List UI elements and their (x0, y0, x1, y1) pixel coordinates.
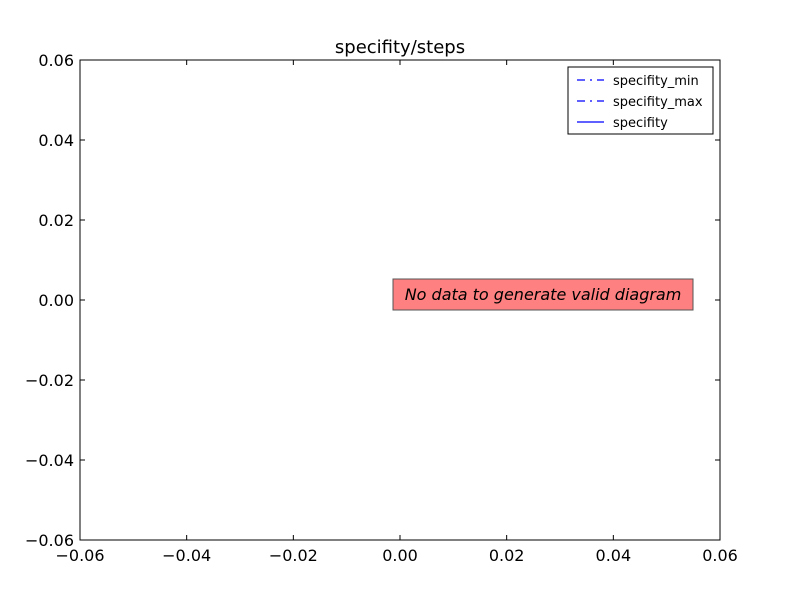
x-tick-label: 0.06 (702, 546, 738, 565)
y-tick-label: −0.02 (25, 371, 74, 390)
no-data-box (392, 278, 694, 311)
y-tick-label: 0.06 (38, 51, 74, 70)
legend-label-specifity: specifity (613, 116, 668, 131)
chart-title: specifity/steps (335, 37, 465, 58)
legend-box (567, 66, 714, 135)
y-tick-label: 0.00 (38, 291, 74, 310)
legend-label-specifity-min: specifity_min (613, 74, 699, 89)
legend: specifity_min specifity_max specifity (567, 66, 714, 135)
x-tick-label: 0.02 (489, 546, 525, 565)
x-tick-label: −0.04 (162, 546, 211, 565)
legend-label-specifity-max: specifity_max (613, 95, 703, 110)
y-tick-label: 0.04 (38, 131, 74, 150)
y-tick-label: −0.04 (25, 451, 74, 470)
y-axis: −0.06 −0.04 −0.02 0.00 0.02 0.04 0.06 (25, 51, 720, 550)
x-tick-label: −0.06 (55, 546, 104, 565)
x-tick-label: 0.00 (382, 546, 418, 565)
no-data-message: No data to generate valid diagram (405, 285, 682, 304)
x-axis: −0.06 −0.04 −0.02 0.00 0.02 0.04 0.06 (55, 60, 738, 565)
no-data-annotation: No data to generate valid diagram (392, 278, 694, 311)
x-tick-label: −0.02 (269, 546, 318, 565)
y-tick-label: −0.06 (25, 531, 74, 550)
y-tick-label: 0.02 (38, 211, 74, 230)
x-tick-label: 0.04 (596, 546, 632, 565)
